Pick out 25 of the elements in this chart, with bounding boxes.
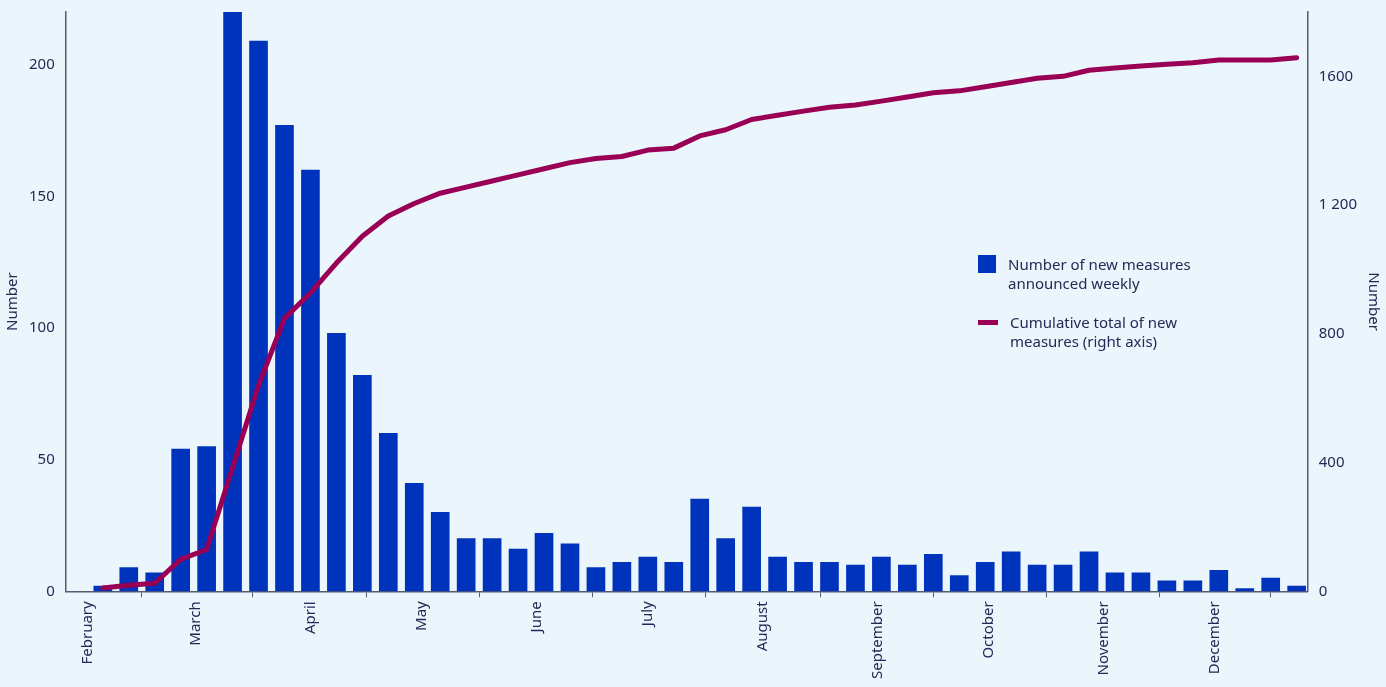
y-tick-label: 200	[28, 52, 55, 73]
y2-tick-label: 1600	[1318, 64, 1354, 85]
legend-label: Number of new measures announced weekly	[1008, 254, 1192, 293]
legend-label: Cumulative total of new measures (right axis)	[1010, 312, 1179, 351]
y-tick-label: 150	[28, 184, 55, 205]
x-tick-label: September	[865, 601, 886, 679]
y-axis-title: Number	[1, 272, 22, 331]
x-tick-label: June	[524, 601, 545, 635]
x-tick-label: November	[1092, 601, 1113, 676]
y2-tick-label: 800	[1318, 322, 1345, 343]
y-tick-label: 50	[37, 447, 55, 468]
x-tick-label: October	[977, 601, 998, 659]
x-tick-label: May	[409, 600, 430, 631]
y2-tick-label: 400	[1318, 450, 1345, 471]
x-tick-label: March	[183, 601, 204, 646]
y-tick-label: 100	[28, 316, 55, 337]
y-tick-label: 0	[46, 579, 55, 600]
y2-tick-label: 1 200	[1318, 193, 1358, 214]
x-tick-label: December	[1203, 601, 1224, 675]
x-tick-label: April	[298, 601, 319, 635]
x-tick-label: July	[636, 600, 657, 629]
y2-tick-label: 0	[1318, 579, 1328, 600]
x-tick-label: February	[76, 600, 97, 665]
y2-axis-title: Number	[1364, 272, 1385, 331]
x-tick-label: August	[751, 600, 772, 652]
